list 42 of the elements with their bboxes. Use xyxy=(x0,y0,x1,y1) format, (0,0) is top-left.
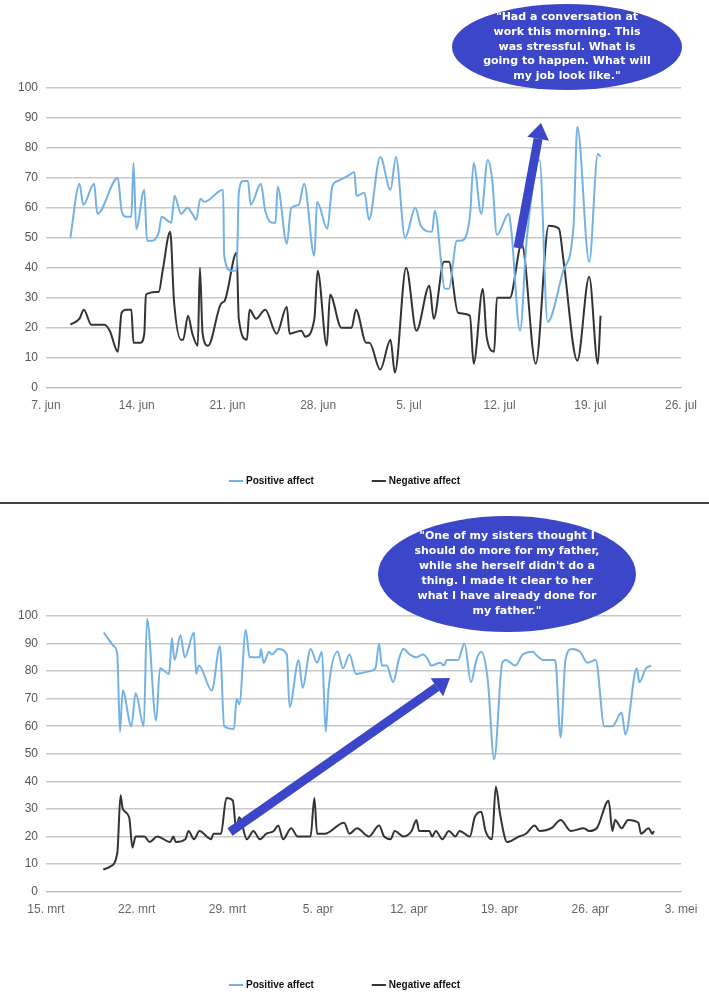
y-tick-label: 10 xyxy=(24,349,39,364)
x-tick-label: 19. jul xyxy=(574,398,607,413)
y-tick-label: 90 xyxy=(24,635,39,650)
y-tick-label: 60 xyxy=(24,718,39,733)
y-tick-label: 40 xyxy=(24,260,39,275)
y-tick-label: 0 xyxy=(31,379,39,394)
y-tick-label: 20 xyxy=(24,319,39,334)
legend-label: Positive affect xyxy=(246,978,315,990)
x-tick-label: 12. apr xyxy=(390,902,428,917)
x-tick-label: 12. jul xyxy=(483,398,516,413)
y-tick-label: 70 xyxy=(24,690,39,705)
x-tick-label: 5. apr xyxy=(302,902,334,917)
x-tick-label: 22. mrt xyxy=(118,902,157,917)
y-tick-label: 40 xyxy=(24,773,39,788)
y-tick-label: 70 xyxy=(24,170,39,185)
x-tick-label: 14. jun xyxy=(118,398,155,413)
y-tick-label: 50 xyxy=(24,230,39,245)
x-tick-label: 19. apr xyxy=(480,902,519,917)
legend-label: Negative affect xyxy=(388,474,461,486)
y-tick-label: 60 xyxy=(24,200,39,215)
x-tick-label: 21. jun xyxy=(209,398,246,413)
x-tick-label: 29. mrt xyxy=(208,902,247,917)
y-tick-label: 0 xyxy=(31,883,39,898)
legend-label: Positive affect xyxy=(246,474,315,486)
x-tick-label: 3. mei xyxy=(664,902,698,917)
y-tick-label: 30 xyxy=(24,801,39,816)
x-tick-label: 15. mrt xyxy=(27,902,66,917)
y-tick-label: 10 xyxy=(24,856,39,871)
x-tick-label: 26. apr xyxy=(571,902,609,917)
y-tick-label: 100 xyxy=(17,608,39,623)
x-tick-label: 28. jun xyxy=(300,398,337,413)
y-tick-label: 20 xyxy=(24,828,39,843)
y-tick-label: 100 xyxy=(17,80,39,95)
y-tick-label: 80 xyxy=(24,663,39,678)
y-tick-label: 50 xyxy=(24,746,39,761)
y-tick-label: 30 xyxy=(24,290,39,305)
x-tick-label: 26. jul xyxy=(664,398,698,413)
x-tick-label: 5. jul xyxy=(396,398,422,413)
x-tick-label: 7. jun xyxy=(31,398,61,413)
y-tick-label: 80 xyxy=(24,140,39,155)
legend-label: Negative affect xyxy=(388,978,461,990)
y-tick-label: 90 xyxy=(24,110,39,125)
